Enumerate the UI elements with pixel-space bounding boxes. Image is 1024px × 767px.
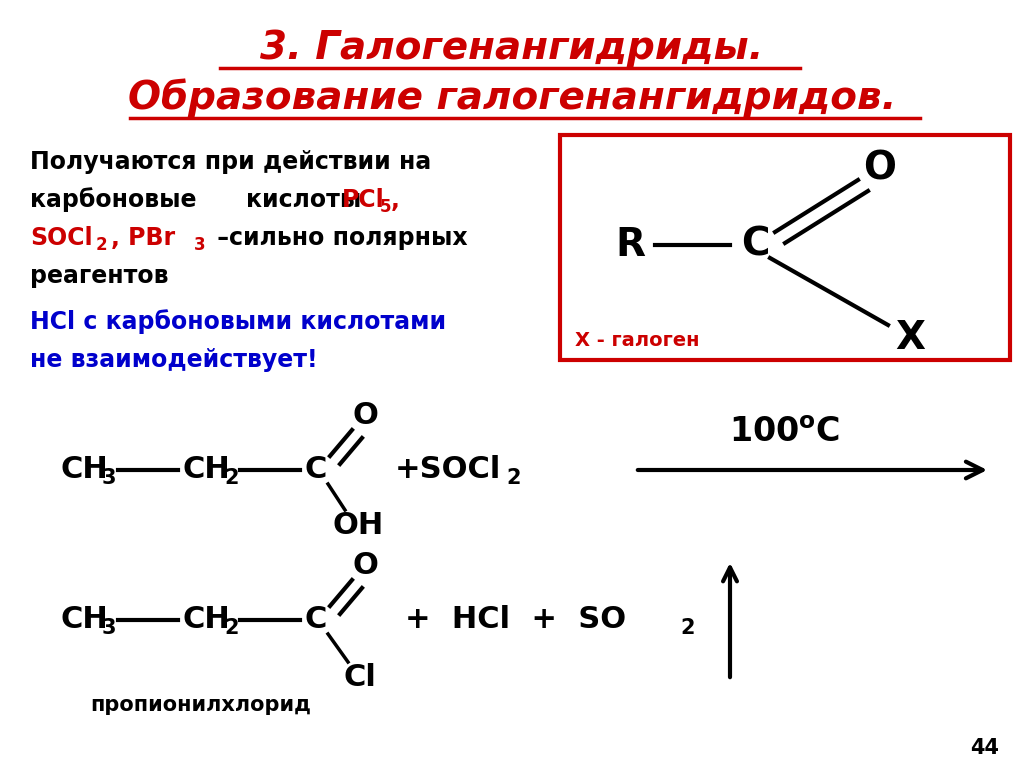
Text: 2: 2 — [506, 468, 520, 488]
Text: 3: 3 — [102, 618, 117, 638]
Text: реагентов: реагентов — [30, 264, 169, 288]
Text: C: C — [740, 226, 769, 264]
Text: 2: 2 — [224, 618, 239, 638]
Text: 2: 2 — [680, 618, 694, 638]
Text: C: C — [305, 605, 328, 634]
Text: X - галоген: X - галоген — [575, 331, 699, 350]
Text: PCl: PCl — [342, 188, 385, 212]
Text: не взаимодействует!: не взаимодействует! — [30, 348, 317, 372]
Text: 3: 3 — [194, 236, 206, 254]
Text: карбоновые      кислоты: карбоновые кислоты — [30, 188, 378, 212]
Text: CH: CH — [60, 605, 108, 634]
Text: C: C — [305, 456, 328, 485]
Text: R: R — [615, 226, 645, 264]
Text: Образование галогенангидридов.: Образование галогенангидридов. — [128, 79, 896, 117]
Text: HCl с карбоновыми кислотами: HCl с карбоновыми кислотами — [30, 310, 446, 334]
Text: 3: 3 — [102, 468, 117, 488]
Text: +SOCl: +SOCl — [395, 456, 502, 485]
Text: $\mathbf{100^oC}$: $\mathbf{100^oC}$ — [729, 416, 841, 449]
Text: CH: CH — [182, 605, 229, 634]
Text: 2: 2 — [96, 236, 108, 254]
Text: +  HCl  +  SO: + HCl + SO — [406, 605, 626, 634]
Text: Cl: Cl — [344, 663, 377, 693]
Bar — [560, 135, 1010, 360]
Text: 44: 44 — [971, 738, 999, 758]
Text: OH: OH — [333, 511, 384, 539]
Text: SOCl: SOCl — [30, 226, 92, 250]
Text: пропионилхлорид: пропионилхлорид — [90, 695, 311, 715]
Text: 5: 5 — [380, 198, 391, 216]
Text: ,: , — [391, 188, 400, 212]
Text: CH: CH — [60, 456, 108, 485]
Text: Получаются при действии на: Получаются при действии на — [30, 150, 431, 174]
Text: X: X — [895, 319, 925, 357]
Text: 2: 2 — [224, 468, 239, 488]
Text: O: O — [352, 400, 378, 430]
Text: –сильно полярных: –сильно полярных — [209, 226, 468, 250]
Text: 3. Галогенангидриды.: 3. Галогенангидриды. — [260, 29, 764, 67]
Text: O: O — [352, 551, 378, 580]
Text: O: O — [863, 149, 896, 187]
Text: CH: CH — [182, 456, 229, 485]
Text: , PBr: , PBr — [111, 226, 175, 250]
